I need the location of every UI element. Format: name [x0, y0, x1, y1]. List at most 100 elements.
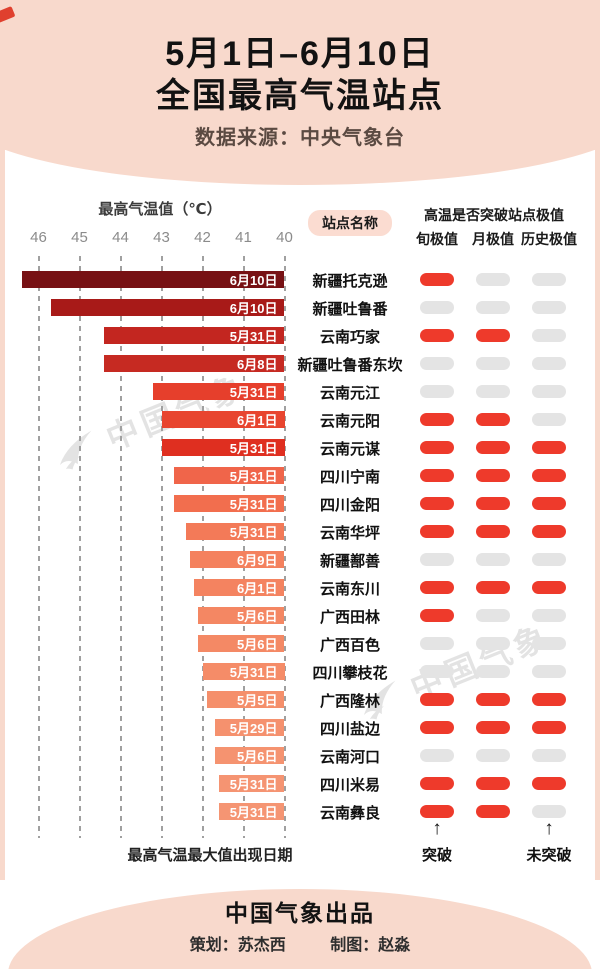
cma-logo-swoosh-icon — [353, 676, 408, 725]
breach-pill-on — [476, 804, 510, 818]
temp-bar: 5月31日 — [161, 438, 285, 456]
bar-date-label: 6月10日 — [229, 272, 278, 288]
breach-pill-on — [476, 440, 510, 454]
axis-gridline — [160, 256, 163, 838]
breach-group-header: 高温是否突破站点极值 — [424, 207, 564, 223]
breach-column-header: 旬极值 — [416, 231, 458, 247]
station-name: 新疆吐鲁番 — [312, 301, 388, 318]
breach-pill-on — [532, 720, 566, 734]
cma-logo-swoosh-icon — [49, 426, 104, 475]
station-name: 广西田林 — [319, 609, 380, 626]
bar-date-label: 5月29日 — [229, 720, 278, 736]
station-name: 四川盐边 — [319, 721, 380, 738]
bar-date-label: 5月31日 — [229, 804, 278, 820]
temp-bar: 5月31日 — [202, 662, 285, 680]
axis-tick-label: 42 — [194, 229, 211, 246]
bar-date-label: 6月1日 — [237, 580, 278, 596]
breach-pill-on — [420, 580, 454, 594]
station-name: 云南华坪 — [319, 525, 380, 542]
breach-pill-on — [420, 776, 454, 790]
bar-date-label: 5月6日 — [237, 608, 278, 624]
breach-pill-on — [476, 524, 510, 538]
station-name: 广西百色 — [319, 637, 380, 654]
axis-gridline — [283, 256, 286, 838]
breach-pill-on — [476, 496, 510, 510]
value-axis-title: 最高气温值（℃） — [98, 201, 222, 218]
station-name: 四川金阳 — [319, 497, 380, 514]
breach-pill-off — [532, 384, 566, 398]
breach-pill-on — [420, 328, 454, 342]
breach-pill-off — [476, 608, 510, 622]
bar-date-label: 5月31日 — [229, 440, 278, 456]
temp-bar: 5月6日 — [198, 606, 285, 624]
bar-date-label: 5月31日 — [229, 468, 278, 484]
legend-breached-label: 突破 — [421, 847, 452, 864]
temp-bar: 5月31日 — [153, 382, 285, 400]
breach-pill-on — [420, 412, 454, 426]
breach-pill-off — [476, 636, 510, 650]
breach-pill-off — [532, 328, 566, 342]
station-name: 云南彝良 — [319, 805, 380, 822]
bar-date-label: 5月31日 — [229, 496, 278, 512]
legend-arrow-up-icon: ↑ — [432, 818, 442, 839]
breach-pill-on — [420, 496, 454, 510]
axis-gridline — [119, 256, 122, 838]
axis-tick-label: 40 — [276, 229, 293, 246]
footer-cartographer: 制图：赵淼 — [330, 937, 411, 954]
bar-date-label: 6月10日 — [229, 300, 278, 316]
watermark: 中国气象 — [47, 361, 253, 480]
bar-date-label: 5月6日 — [237, 636, 278, 652]
breach-pill-on — [420, 524, 454, 538]
station-name: 云南河口 — [319, 749, 380, 766]
station-name: 新疆吐鲁番东坎 — [297, 357, 403, 374]
temp-bar: 5月31日 — [173, 494, 285, 512]
bar-date-label: 6月9日 — [237, 552, 278, 568]
station-name: 四川攀枝花 — [312, 665, 388, 682]
bar-date-label: 5月5日 — [237, 692, 278, 708]
bar-date-label: 5月31日 — [229, 664, 278, 680]
axis-tick-label: 46 — [30, 229, 47, 246]
breach-pill-off — [476, 552, 510, 566]
breach-pill-on — [476, 720, 510, 734]
axis-gridline — [37, 256, 40, 838]
breach-pill-on — [532, 524, 566, 538]
breach-pill-off — [420, 384, 454, 398]
bar-date-label: 5月31日 — [229, 384, 278, 400]
breach-column-header: 历史极值 — [521, 231, 577, 247]
axis-tick-label: 41 — [235, 229, 252, 246]
breach-pill-off — [532, 608, 566, 622]
breach-pill-off — [420, 552, 454, 566]
breach-pill-off — [532, 804, 566, 818]
breach-pill-off — [532, 412, 566, 426]
breach-pill-off — [532, 300, 566, 314]
temp-bar: 5月31日 — [173, 466, 285, 484]
breach-pill-off — [532, 552, 566, 566]
breach-pill-on — [420, 440, 454, 454]
station-name: 云南巧家 — [319, 329, 380, 346]
breach-pill-on — [420, 720, 454, 734]
breach-pill-off — [420, 636, 454, 650]
station-name: 云南元阳 — [319, 413, 380, 430]
page-title-line1: 5月1日–6月10日 — [165, 35, 435, 73]
axis-tick-label: 43 — [153, 229, 170, 246]
breach-pill-on — [532, 440, 566, 454]
temp-bar: 5月31日 — [104, 326, 285, 344]
watermark: 中国气象 — [351, 611, 557, 730]
temp-bar: 6月8日 — [104, 354, 285, 372]
footer-brand: 中国气象出品 — [225, 900, 375, 926]
temp-bar: 5月5日 — [206, 690, 285, 708]
breach-pill-on — [532, 692, 566, 706]
station-name: 云南东川 — [319, 581, 380, 598]
breach-column-header: 月极值 — [472, 231, 514, 247]
temp-bar: 6月1日 — [194, 578, 285, 596]
station-name: 云南元江 — [319, 385, 380, 402]
breach-pill-on — [532, 776, 566, 790]
temp-bar: 6月10日 — [50, 298, 285, 316]
breach-pill-off — [532, 272, 566, 286]
station-column-header-badge: 站点名称 — [308, 210, 392, 236]
breach-pill-off — [476, 300, 510, 314]
legend-arrow-up-icon: ↑ — [544, 818, 554, 839]
bar-date-label: 5月31日 — [229, 776, 278, 792]
